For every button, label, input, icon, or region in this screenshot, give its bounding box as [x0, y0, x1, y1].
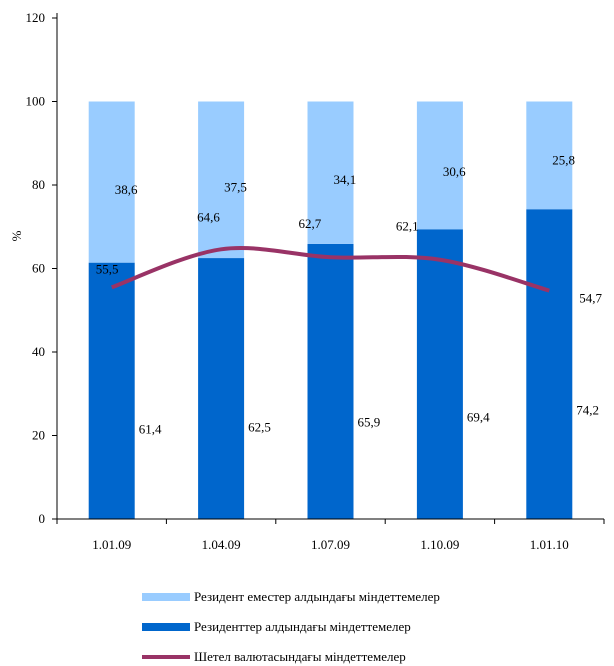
- legend-swatch-residents: [142, 623, 190, 631]
- label-line-1: 64,6: [197, 209, 220, 224]
- label-non-residents-4: 25,8: [552, 153, 575, 168]
- bar-residents-3: [417, 229, 463, 519]
- legend-swatch-non-residents: [142, 593, 190, 601]
- y-tick-label-2: 40: [32, 344, 45, 359]
- label-non-residents-2: 34,1: [334, 172, 357, 187]
- bars-layer: [89, 102, 573, 520]
- x-tick-label-3: 1.10.09: [420, 537, 459, 552]
- label-residents-3: 69,4: [467, 410, 490, 425]
- bar-residents-4: [526, 209, 572, 519]
- bar-residents-0: [89, 263, 135, 519]
- x-tick-label-2: 1.07.09: [311, 537, 350, 552]
- y-tick-label-5: 100: [26, 94, 46, 109]
- label-non-residents-1: 37,5: [224, 180, 247, 195]
- y-tick-label-6: 120: [26, 10, 46, 25]
- label-residents-1: 62,5: [248, 420, 271, 435]
- x-tick-label-0: 1.01.09: [92, 537, 131, 552]
- y-tick-label-0: 0: [39, 511, 46, 526]
- legend-label-non-residents: Резидент еместер алдындағы міндеттемелер: [194, 589, 440, 604]
- label-residents-4: 74,2: [576, 403, 599, 418]
- y-axis-label: %: [9, 230, 24, 241]
- legend: Резидент еместер алдындағы міндеттемелер…: [142, 589, 440, 664]
- label-residents-0: 61,4: [139, 421, 162, 436]
- label-residents-2: 65,9: [358, 415, 381, 430]
- label-line-2: 62,7: [299, 216, 322, 231]
- bar-residents-1: [198, 258, 244, 519]
- bar-residents-2: [308, 244, 354, 519]
- x-tick-label-4: 1.01.10: [530, 537, 569, 552]
- x-tick-label-1: 1.04.09: [202, 537, 241, 552]
- legend-label-residents: Резиденттер алдындағы міндеттемелер: [194, 619, 411, 634]
- label-line-0: 55,5: [96, 261, 119, 276]
- y-tick-label-4: 80: [32, 177, 45, 192]
- y-tick-label-1: 20: [32, 428, 45, 443]
- y-tick-label-3: 60: [32, 261, 45, 276]
- label-non-residents-0: 38,6: [115, 182, 138, 197]
- label-line-4: 54,7: [579, 291, 602, 306]
- legend-label-line: Шетел валютасындағы міндеттемелер: [194, 649, 406, 664]
- label-line-3: 62,1: [396, 219, 419, 234]
- label-non-residents-3: 30,6: [443, 164, 466, 179]
